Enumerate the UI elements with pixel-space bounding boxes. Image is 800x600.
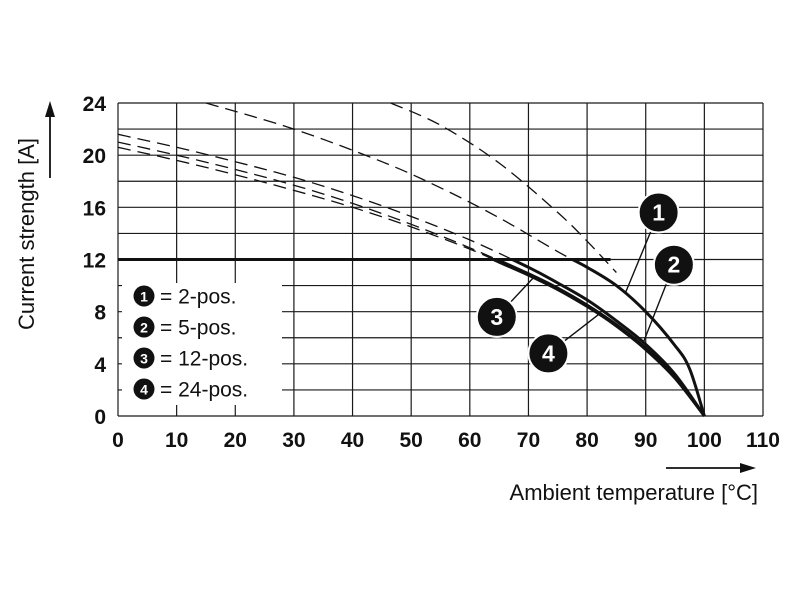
- legend-marker-number: 3: [140, 351, 148, 367]
- x-tick-label: 90: [634, 429, 657, 452]
- axis-arrows: [45, 101, 756, 473]
- callout-marker-2: [652, 243, 695, 286]
- x-axis-arrowhead: [740, 463, 756, 473]
- y-tick-label: 20: [83, 145, 106, 168]
- curve-2-solid: [508, 259, 706, 417]
- callout-marker-1: [637, 191, 680, 234]
- dashed-curves: [118, 102, 617, 273]
- legend-marker-number: 4: [140, 382, 148, 398]
- legend-marker-number: 2: [140, 320, 148, 336]
- legend-label: = 24-pos.: [160, 379, 248, 402]
- legend-marker-1: [133, 285, 155, 307]
- x-tick-label: 40: [341, 429, 364, 452]
- legend-label: = 12-pos.: [160, 348, 248, 371]
- legend-marker-number: 1: [140, 289, 148, 305]
- y-axis-title: Current strength [A]: [14, 138, 39, 330]
- curve-4-solid: [489, 259, 706, 417]
- legend-marker-2: [133, 316, 155, 338]
- x-axis-title: Ambient temperature [°C]: [510, 480, 758, 505]
- x-tick-label: 70: [517, 429, 540, 452]
- legend-marker-4: [133, 378, 155, 400]
- curve-extra-4-dashed: [390, 102, 606, 260]
- x-tick-label: 80: [575, 429, 598, 452]
- x-tick-label: 10: [165, 429, 188, 452]
- x-tick-label: 60: [458, 429, 481, 452]
- x-tick-label: 50: [400, 429, 423, 452]
- legend-marker-3: [133, 347, 155, 369]
- x-tick-label: 100: [687, 429, 722, 452]
- grid: [117, 102, 764, 417]
- y-tick-label: 8: [94, 302, 106, 325]
- y-tick-label: 12: [83, 250, 106, 273]
- callout-number: 1: [652, 200, 665, 226]
- y-tick-label: 24: [83, 93, 107, 116]
- y-tick-label: 16: [83, 197, 106, 220]
- callout-marker-4: [527, 332, 570, 375]
- x-tick-label: 110: [746, 429, 780, 452]
- x-tick-label: 0: [112, 429, 124, 452]
- solid-curves: [489, 259, 706, 417]
- callout-number: 4: [542, 340, 555, 366]
- x-tick-label: 20: [224, 429, 247, 452]
- y-tick-label: 0: [94, 406, 106, 429]
- callout-number: 3: [490, 304, 503, 330]
- x-tick-label: 30: [282, 429, 305, 452]
- callouts: 12 3 4: [475, 191, 695, 375]
- y-tick-label: 4: [94, 354, 106, 377]
- curve-extra-4-dashed-low: [603, 259, 617, 273]
- y-axis-arrowhead: [45, 101, 55, 117]
- callout-marker-3: [475, 295, 518, 338]
- callout-number: 2: [667, 252, 680, 278]
- curve-3-dashed: [118, 141, 499, 260]
- legend: 1 = 2-pos. 2 = 5-pos. 3 = 12-pos. 4 = 24-pos.: [122, 283, 282, 405]
- curve-1-dashed: [205, 102, 574, 260]
- legend-label: = 2-pos.: [160, 286, 236, 309]
- legend-label: = 5-pos.: [160, 317, 236, 340]
- curve-1-solid: [569, 259, 706, 417]
- curve-2-dashed: [118, 133, 514, 260]
